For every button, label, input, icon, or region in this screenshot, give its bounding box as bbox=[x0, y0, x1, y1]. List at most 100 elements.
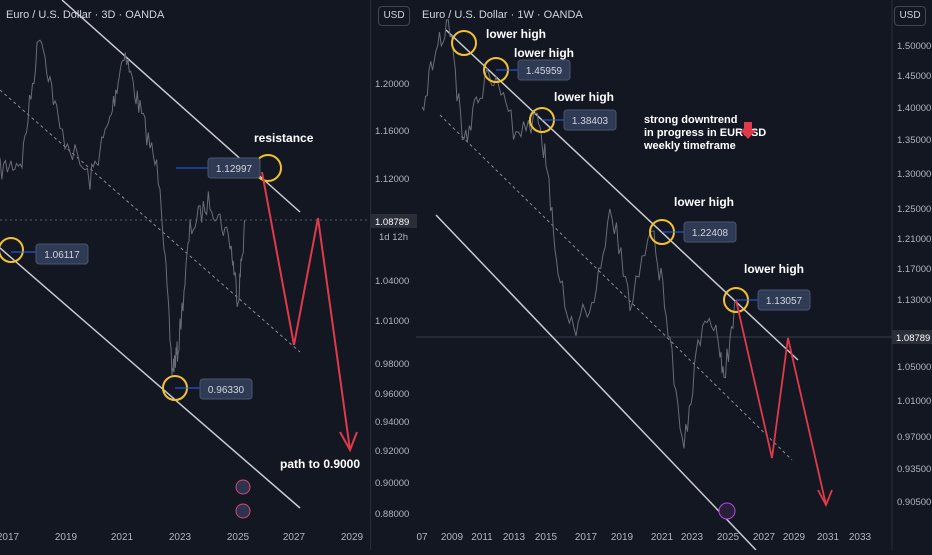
right-lightning-icon bbox=[718, 502, 736, 520]
right-chart-canvas[interactable]: 1.50000 1.45000 1.40000 1.35000 1.30000 1.250… bbox=[416, 0, 932, 551]
left-marker-1 bbox=[0, 237, 24, 263]
right-x-tick: 2025 bbox=[717, 532, 740, 543]
right-y-tick: 1.05000 bbox=[897, 362, 931, 373]
right-y-tick: 1.13000 bbox=[897, 295, 931, 306]
right-y-tick: 0.97000 bbox=[897, 432, 931, 443]
right-y-tick: 1.17000 bbox=[897, 264, 931, 275]
right-marker-1 bbox=[451, 30, 477, 56]
right-lower-high-label-5: lower high bbox=[744, 262, 804, 276]
left-label-3-box bbox=[199, 378, 253, 400]
left-label-1: 1.06117 bbox=[44, 250, 80, 261]
right-note-line-2: in progress in EURUSD bbox=[644, 127, 766, 139]
left-x-tick: 2023 bbox=[169, 532, 192, 543]
right-x-tick: 2033 bbox=[849, 532, 872, 543]
right-price-label-3-box bbox=[563, 109, 617, 131]
left-y-tick: 0.96000 bbox=[375, 389, 409, 400]
left-price-series bbox=[0, 39, 246, 376]
left-y-tick: 0.90000 bbox=[375, 478, 409, 489]
right-price-label-2-box bbox=[517, 59, 571, 81]
left-chart-title: Euro / U.S. Dollar · 3D · OANDA bbox=[6, 9, 165, 21]
right-note-line-1: strong downtrend bbox=[644, 114, 738, 126]
right-currency-button[interactable]: USD bbox=[894, 6, 926, 26]
right-y-tick: 1.40000 bbox=[897, 103, 931, 114]
left-x-tick: 2017 bbox=[0, 532, 20, 543]
left-resistance-label: resistance bbox=[254, 131, 314, 145]
left-y-tick: 1.01000 bbox=[375, 316, 409, 327]
left-event-icon-1 bbox=[235, 479, 251, 495]
left-x-tick: 2029 bbox=[341, 532, 364, 543]
right-y-tick: 1.25000 bbox=[897, 204, 931, 215]
left-channel-lower bbox=[0, 247, 301, 509]
right-price-label-4: 1.22408 bbox=[692, 228, 729, 239]
right-channel-mid bbox=[439, 114, 793, 461]
left-countdown: 1d 12h bbox=[379, 232, 408, 243]
right-x-tick: 2009 bbox=[441, 532, 464, 543]
left-x-tick: 2019 bbox=[55, 532, 78, 543]
right-x-tick: 2021 bbox=[651, 532, 674, 543]
right-price-label-3: 1.38403 bbox=[572, 116, 609, 127]
left-event-icon-2 bbox=[235, 503, 251, 519]
right-price-tag: 1.08789 bbox=[896, 333, 930, 344]
left-y-tick: 0.88000 bbox=[375, 509, 409, 520]
left-chart-canvas[interactable]: 2017 2019 2021 2023 2025 2027 2029 1.06117 1.129… bbox=[0, 0, 370, 550]
right-x-tick: 2013 bbox=[503, 532, 526, 543]
right-price-label-5-box bbox=[757, 289, 811, 311]
right-lower-high-label-2: lower high bbox=[514, 46, 574, 60]
left-price-tag-bg bbox=[371, 214, 417, 228]
right-channel-lower bbox=[435, 214, 757, 551]
left-price-tag: 1.08789 bbox=[375, 217, 409, 228]
left-y-tick: 1.12000 bbox=[375, 174, 409, 185]
right-x-tick: 2029 bbox=[783, 532, 806, 543]
right-x-tick: 2023 bbox=[681, 532, 704, 543]
right-lower-high-label-3: lower high bbox=[554, 90, 614, 104]
left-y-tick: 1.04000 bbox=[375, 276, 409, 287]
right-down-arrow-icon bbox=[740, 122, 756, 139]
right-y-tick: 1.21000 bbox=[897, 234, 931, 245]
right-price-label-5: 1.13057 bbox=[766, 296, 803, 307]
left-label-1-box bbox=[35, 243, 89, 265]
right-y-tick: 1.01000 bbox=[897, 396, 931, 407]
left-label-2-box bbox=[207, 157, 261, 179]
left-channel-mid bbox=[0, 89, 301, 353]
right-y-tick: 1.45000 bbox=[897, 71, 931, 82]
right-chart-title: Euro / U.S. Dollar · 1W · OANDA bbox=[422, 9, 583, 21]
right-x-tick: 2027 bbox=[753, 532, 776, 543]
right-projection-path bbox=[735, 299, 827, 506]
right-lower-high-label-4: lower high bbox=[674, 195, 734, 209]
right-y-tick: 1.50000 bbox=[897, 41, 931, 52]
left-path-label: path to 0.9000 bbox=[280, 457, 360, 471]
left-y-tick: 1.20000 bbox=[375, 79, 409, 90]
left-label-3: 0.96330 bbox=[208, 385, 245, 396]
right-x-tick: 2015 bbox=[535, 532, 558, 543]
right-y-tick: 1.35000 bbox=[897, 135, 931, 146]
left-y-tick: 0.98000 bbox=[375, 359, 409, 370]
right-y-tick: 0.90500 bbox=[897, 497, 931, 508]
right-projection-arrowhead bbox=[817, 489, 833, 508]
right-chart-panel[interactable]: 1.50000 1.45000 1.40000 1.35000 1.30000 1.250… bbox=[416, 0, 932, 551]
right-x-tick: 2019 bbox=[611, 532, 634, 543]
left-y-tick: 0.92000 bbox=[375, 446, 409, 457]
right-lower-high-label-1: lower high bbox=[486, 27, 546, 41]
left-axis-canvas: 1.20000 1.16000 1.12000 1.04000 1.01000 0.980… bbox=[371, 79, 417, 520]
left-y-tick: 0.94000 bbox=[375, 417, 409, 428]
left-projection-path bbox=[261, 171, 351, 451]
left-price-axis[interactable]: 1.20000 1.16000 1.12000 1.04000 1.01000 0.980… bbox=[370, 0, 417, 550]
left-x-tick: 2021 bbox=[111, 532, 134, 543]
right-y-tick: 0.93500 bbox=[897, 464, 931, 475]
left-x-tick: 2027 bbox=[283, 532, 306, 543]
right-x-tick: 2011 bbox=[471, 532, 493, 543]
right-x-tick: 2031 bbox=[817, 532, 840, 543]
right-y-tick: 1.30000 bbox=[897, 169, 931, 180]
left-channel-upper bbox=[61, 0, 301, 213]
right-price-label-2: 1.45959 bbox=[526, 66, 563, 77]
left-label-2: 1.12997 bbox=[216, 164, 253, 175]
left-projection-arrowhead bbox=[339, 431, 358, 453]
right-channel-upper bbox=[445, 29, 799, 361]
left-y-tick: 1.16000 bbox=[375, 126, 409, 137]
right-note-line-3: weekly timeframe bbox=[643, 140, 736, 152]
left-currency-button[interactable]: USD bbox=[378, 6, 410, 26]
left-x-tick: 2025 bbox=[227, 532, 250, 543]
right-price-label-4-box bbox=[683, 221, 737, 243]
left-chart-panel[interactable]: 2017 2019 2021 2023 2025 2027 2029 1.06117 1.129… bbox=[0, 0, 370, 550]
right-price-series bbox=[421, 19, 737, 449]
